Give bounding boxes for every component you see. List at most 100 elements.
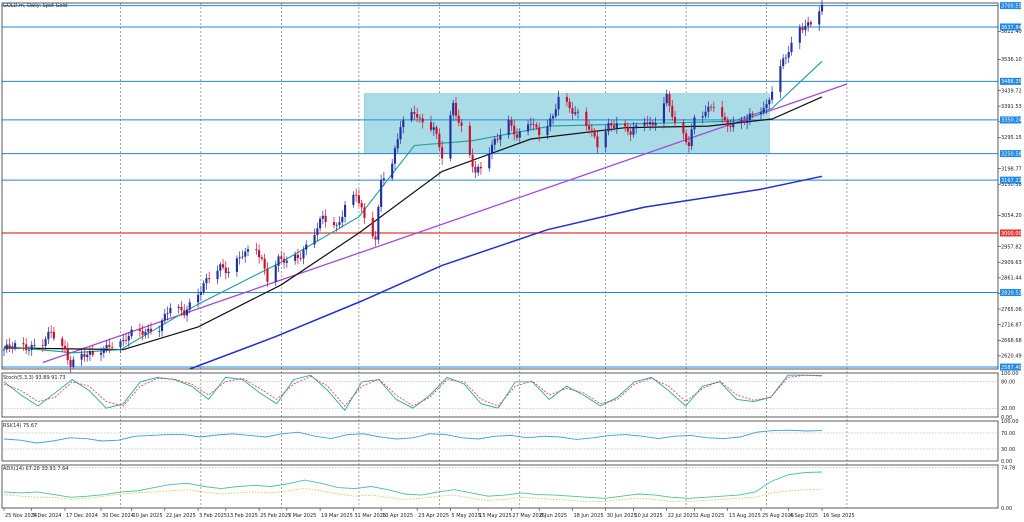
candle-body: [44, 339, 47, 346]
candle-body: [208, 278, 211, 280]
time-tick-label: 5 Dec 2024: [33, 513, 62, 519]
price-tick-label: 3391.53: [1001, 104, 1022, 110]
candle-body: [743, 120, 746, 123]
candle-body: [593, 130, 596, 137]
time-tick-label: 6 Jun 2025: [540, 513, 567, 519]
candle-body: [771, 91, 774, 100]
candle-body: [280, 256, 283, 259]
candle-body: [479, 166, 482, 169]
candle-body: [160, 320, 164, 332]
time-tick-label: 25 Aug 2025: [762, 513, 794, 519]
time-tick-label: 16 Sep 2025: [823, 513, 855, 519]
candle-body: [673, 116, 677, 123]
candle-body: [238, 257, 241, 259]
adx-line: [3, 471, 823, 499]
candle-body: [762, 108, 765, 113]
price-tick-label: 2668.68: [1001, 338, 1022, 344]
candle-body: [158, 331, 161, 332]
candle-body: [607, 123, 610, 132]
candle-body: [30, 345, 33, 350]
candle-body: [263, 258, 266, 269]
candle-body: [185, 309, 189, 316]
candle-body: [612, 125, 616, 128]
price-tick-label: 2716.87: [1001, 322, 1022, 328]
candle-body: [255, 249, 258, 251]
candle-body: [624, 123, 627, 127]
time-tick-label: 7 Mar 2025: [288, 513, 317, 519]
candle-body: [108, 344, 111, 347]
candle-body: [429, 122, 433, 130]
candle-body: [729, 125, 732, 128]
adx-pane[interactable]: ADX(14) 67.28 33.93 7.64: [3, 466, 823, 502]
price-tick-label: 2620.49: [1001, 354, 1022, 360]
candle-body: [2, 349, 6, 351]
candle-body: [723, 116, 727, 121]
candle-body: [221, 264, 225, 268]
price-tag-label: 2820.52: [1001, 290, 1022, 296]
candle-body: [768, 99, 771, 105]
candle-body: [147, 328, 150, 332]
pane-borders: [1, 2, 999, 509]
candle-body: [710, 106, 713, 108]
candle-body: [493, 138, 496, 145]
candle-body: [246, 249, 250, 252]
time-tick-label: 4 Sep 2025: [790, 513, 819, 519]
candle-body: [626, 126, 629, 132]
price-tick-label: 3295.15: [1001, 135, 1022, 141]
candle-body: [86, 354, 89, 358]
candle-body: [432, 127, 435, 130]
candle-body: [227, 271, 230, 274]
candle-body: [332, 221, 336, 226]
candle-body: [707, 106, 710, 112]
candle-body: [685, 133, 688, 143]
candle-body: [571, 108, 574, 114]
time-tick-label: 23 Apr 2025: [418, 513, 449, 519]
candle-body: [474, 166, 477, 173]
candle-body: [421, 118, 424, 123]
candle-body: [111, 346, 114, 348]
candle-body: [732, 122, 735, 128]
candle-body: [66, 348, 69, 360]
price-tick-label: 3536.10: [1001, 57, 1022, 63]
candle-body: [22, 343, 25, 345]
candle-body: [313, 235, 316, 245]
candle-body: [141, 330, 144, 335]
candle-body: [496, 138, 499, 140]
candle-body: [344, 204, 347, 217]
candle-body: [80, 353, 83, 360]
candle-body: [759, 112, 763, 114]
candle-body: [102, 348, 105, 353]
candle-body: [355, 194, 358, 196]
price-tag-box: [1000, 176, 1021, 184]
candle-body: [305, 244, 308, 250]
indicator-axes: 100.0080.0020.000.00100.0070.0030.000.00…: [2, 371, 1019, 512]
candle-body: [527, 124, 530, 132]
candle-body: [790, 42, 793, 53]
candle-body: [704, 111, 707, 117]
candle-body: [649, 122, 652, 125]
candle-body: [477, 166, 480, 173]
candle-body: [396, 139, 399, 149]
candle-body: [787, 52, 790, 58]
candle-body: [374, 236, 377, 240]
price-tag-label: 3350.24: [1001, 118, 1022, 124]
candle-body: [574, 112, 577, 114]
candle-body: [260, 257, 263, 259]
candle-body: [746, 120, 749, 123]
indicator-pane-frame: [1, 464, 999, 509]
candle-body: [629, 131, 632, 135]
time-tick-label: 25 Nov 2024: [5, 513, 37, 519]
candle-body: [371, 217, 374, 237]
price-pane[interactable]: GOLD.m, Daily: Spot Gold: [2, 0, 998, 508]
candle-body: [529, 123, 532, 125]
candle-body: [596, 136, 599, 148]
rsi-pane[interactable]: RSI(14) 75.67: [3, 423, 823, 444]
candle-body: [488, 153, 491, 169]
candle-body: [363, 207, 366, 218]
candle-body: [471, 154, 474, 167]
candle-body: [27, 349, 31, 351]
indicator-pane-frame: [1, 372, 999, 418]
candle-body: [588, 125, 591, 130]
indicator-level-label: 30.00: [1001, 447, 1015, 453]
candle-body: [122, 339, 125, 342]
